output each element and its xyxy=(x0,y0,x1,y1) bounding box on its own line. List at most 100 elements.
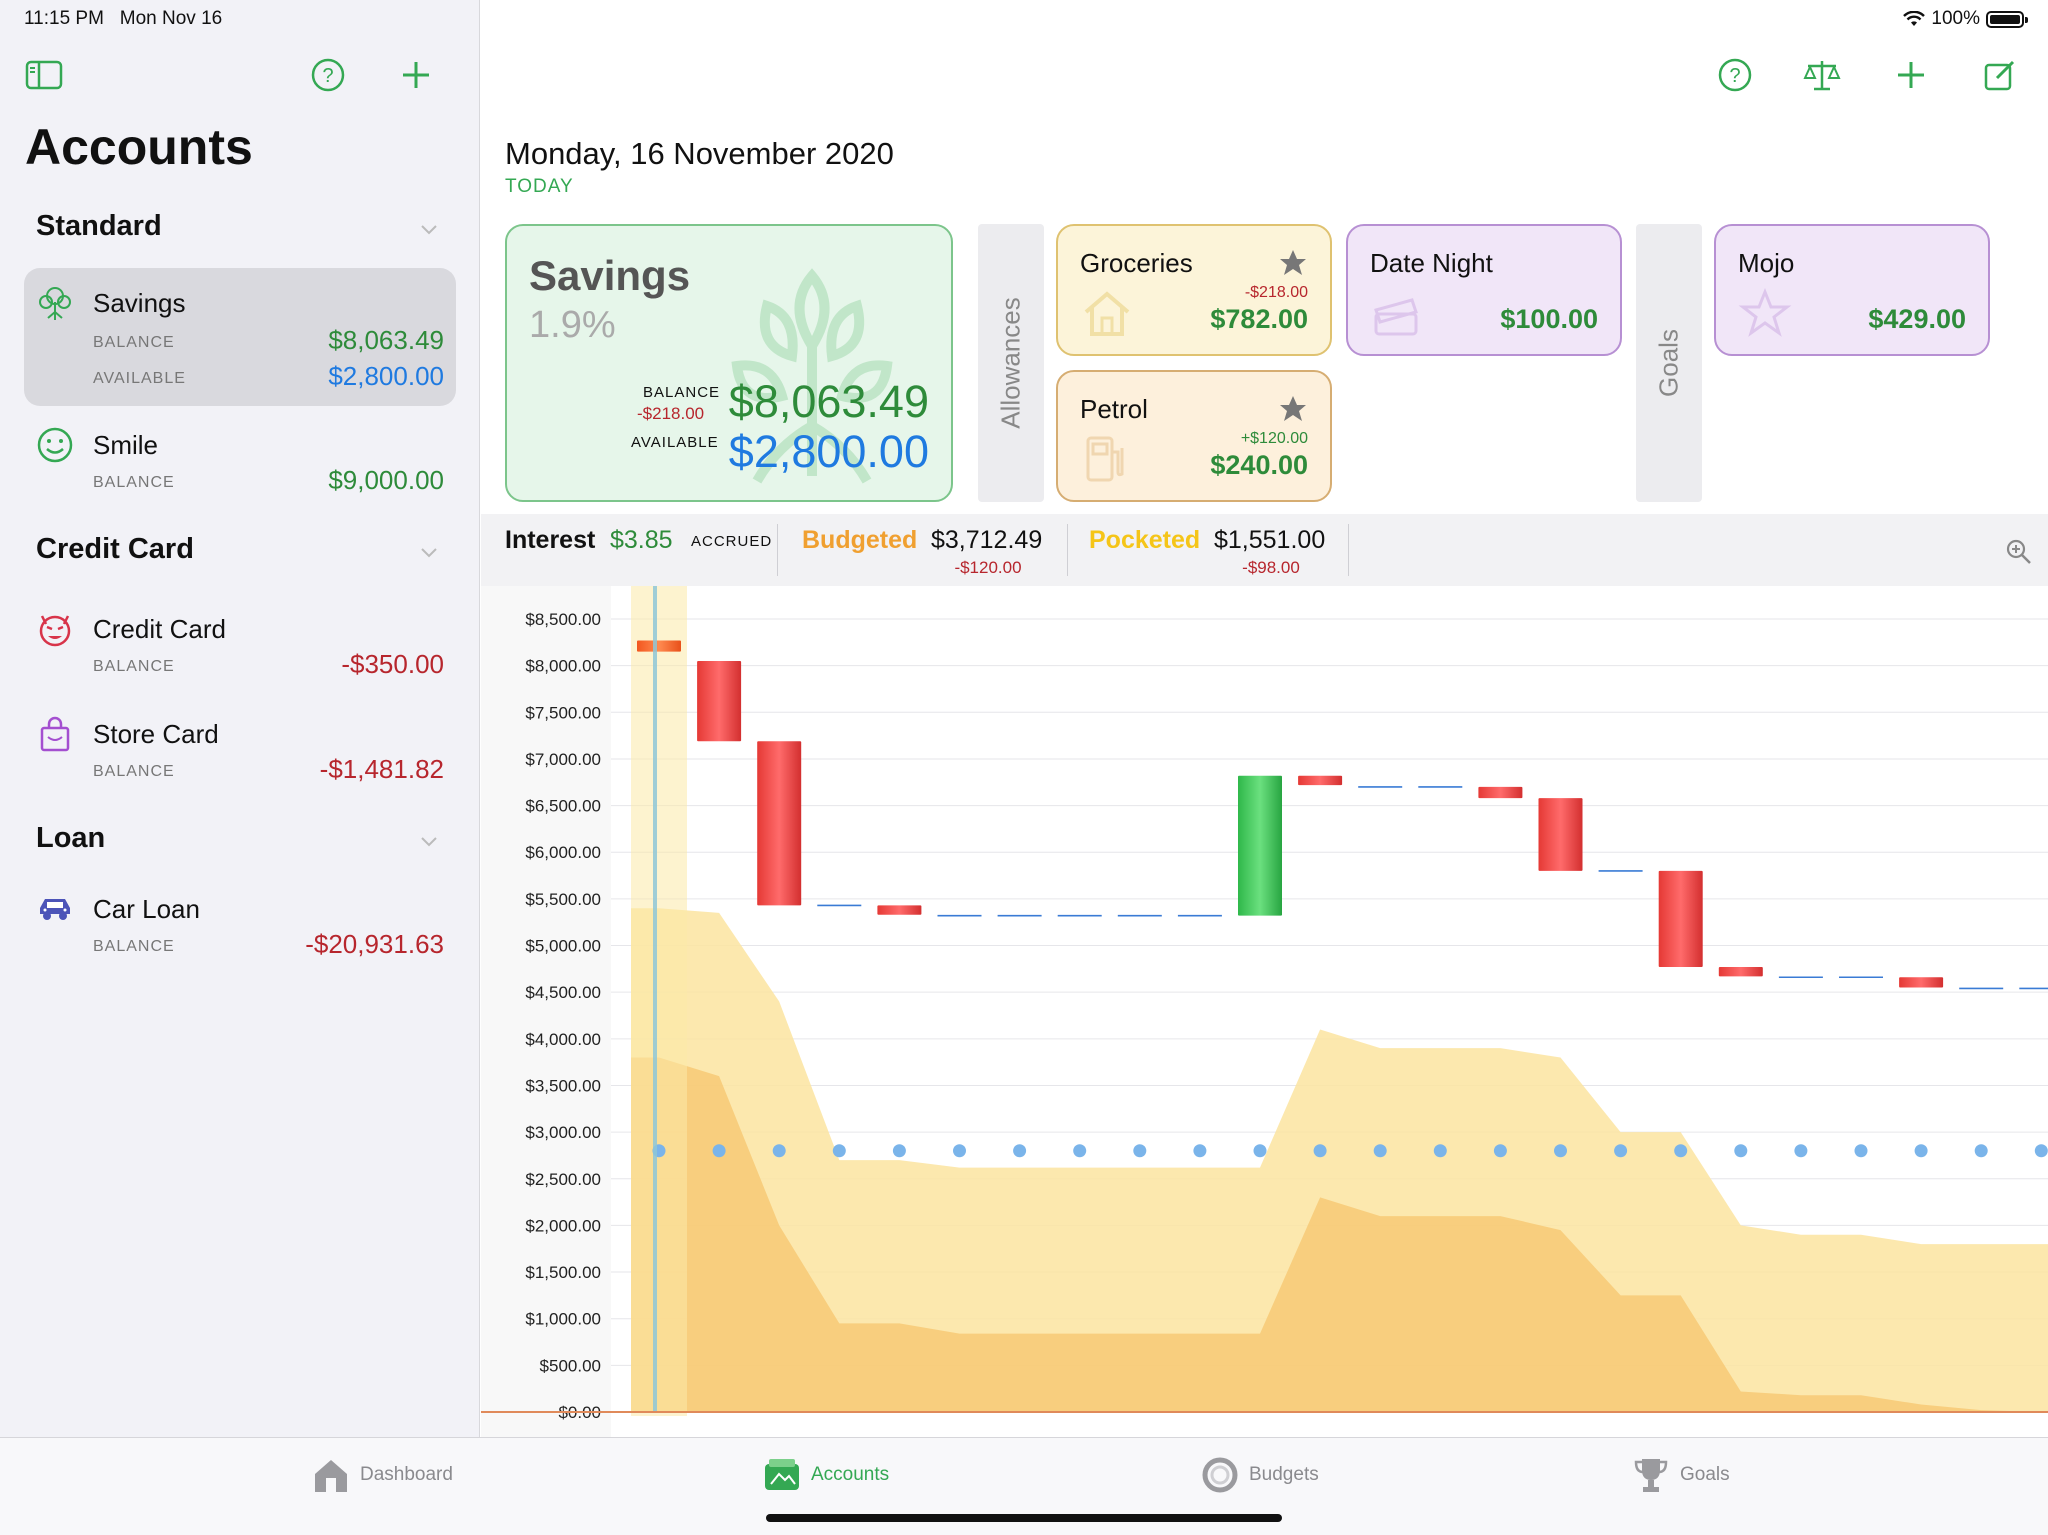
zoom-icon[interactable] xyxy=(2005,538,2033,566)
available-dot xyxy=(1373,1144,1387,1158)
tab-budgets[interactable]: Budgets xyxy=(1201,1456,1319,1494)
available-dot xyxy=(1073,1144,1087,1158)
help-icon: ? xyxy=(311,58,345,92)
available-dot xyxy=(1193,1144,1207,1158)
allowance-card-groceries[interactable]: Groceries -$218.00 $782.00 xyxy=(1056,224,1332,356)
plus-icon xyxy=(1898,62,1924,88)
available-dot xyxy=(1794,1144,1808,1158)
home-indicator xyxy=(766,1514,1282,1522)
available-dot xyxy=(1614,1144,1628,1158)
add-button[interactable] xyxy=(1891,55,1931,95)
account-row-store-card[interactable]: Store Card BALANCE -$1,481.82 xyxy=(24,699,456,799)
compose-button[interactable] xyxy=(1980,55,2020,95)
y-tick-label: $4,000.00 xyxy=(525,1030,601,1049)
card-title: Groceries xyxy=(1080,248,1193,278)
savings-account-card[interactable]: Savings 1.9% BALANCE -$218.00 $8,063.49 … xyxy=(505,224,953,502)
scale-icon xyxy=(1803,61,1841,91)
available-dot xyxy=(1914,1144,1928,1158)
y-tick-label: $6,500.00 xyxy=(525,797,601,816)
account-name: Car Loan xyxy=(93,894,200,924)
star-icon[interactable] xyxy=(1278,394,1308,424)
tree-icon xyxy=(39,287,71,320)
chevron-down-icon[interactable] xyxy=(420,543,438,561)
tab-accounts[interactable]: Accounts xyxy=(763,1456,889,1494)
house-icon xyxy=(1084,291,1130,336)
selected-day-highlight xyxy=(631,586,687,1416)
help-button[interactable]: ? xyxy=(1715,55,1755,95)
balance-label: BALANCE xyxy=(93,474,175,491)
balance-value: -$20,931.63 xyxy=(305,929,444,959)
car-icon xyxy=(40,899,70,920)
section-header-standard[interactable]: Standard xyxy=(36,210,162,242)
waterfall-bar xyxy=(757,741,802,906)
section-header-credit-card[interactable]: Credit Card xyxy=(36,533,194,565)
chevron-down-icon[interactable] xyxy=(420,220,438,238)
house-icon xyxy=(315,1460,347,1492)
allowance-card-date-night[interactable]: Date Night $100.00 xyxy=(1346,224,1622,356)
card-amount: $240.00 xyxy=(1210,450,1308,480)
waterfall-bar xyxy=(1718,966,1763,977)
y-tick-label: $2,500.00 xyxy=(525,1170,601,1189)
ticket-icon xyxy=(1374,298,1418,336)
balance-scale-button[interactable] xyxy=(1802,55,1842,95)
available-dot xyxy=(1974,1144,1988,1158)
y-tick-label: $7,500.00 xyxy=(525,703,601,722)
wallet-icon xyxy=(765,1459,799,1490)
available-dot xyxy=(832,1144,846,1158)
available-dot xyxy=(953,1144,966,1158)
card-change: -$218.00 xyxy=(1244,284,1308,301)
budgeted-value: $3,712.49 xyxy=(931,526,1043,554)
waterfall-bar xyxy=(1899,977,1944,988)
account-row-savings[interactable]: Savings BALANCE $8,063.49 AVAILABLE $2,8… xyxy=(24,268,456,406)
available-dot xyxy=(1493,1144,1507,1158)
chevron-down-icon[interactable] xyxy=(420,832,438,850)
trophy-icon xyxy=(1634,1459,1668,1492)
y-tick-label: $1,000.00 xyxy=(525,1310,601,1329)
section-header-loan[interactable]: Loan xyxy=(36,822,106,854)
svg-text:?: ? xyxy=(1729,65,1740,87)
goal-card-mojo[interactable]: Mojo $429.00 xyxy=(1714,224,1990,356)
available-dot xyxy=(712,1144,726,1158)
waterfall-bar xyxy=(637,640,681,652)
y-tick-label: $5,500.00 xyxy=(525,890,601,909)
status-time: 11:15 PM Mon Nov 16 xyxy=(24,8,223,29)
balance-label: BALANCE xyxy=(93,763,175,780)
account-name: Store Card xyxy=(93,719,219,749)
balance-label: BALANCE xyxy=(93,334,175,351)
smile-icon xyxy=(37,427,73,463)
available-dot xyxy=(1253,1144,1267,1158)
allowances-section-tab[interactable]: Allowances xyxy=(978,224,1044,502)
account-row-car-loan[interactable]: Car Loan BALANCE -$20,931.63 xyxy=(24,874,456,974)
card-change: +$120.00 xyxy=(1240,430,1308,447)
sidebar-toggle-button[interactable] xyxy=(24,55,64,95)
interest-note: ACCRUED xyxy=(691,533,773,550)
budgeted-area xyxy=(631,908,2048,1412)
y-tick-label: $8,500.00 xyxy=(525,610,601,629)
account-name: Savings xyxy=(93,288,186,318)
account-row-credit-card[interactable]: Credit Card BALANCE -$350.00 xyxy=(24,594,456,694)
available-dot xyxy=(1674,1144,1688,1158)
waterfall-bar xyxy=(697,660,742,742)
available-dot xyxy=(892,1144,906,1158)
available-value: $2,800.00 xyxy=(328,361,444,391)
tree-watermark-icon xyxy=(731,268,893,484)
goals-section-tab[interactable]: Goals xyxy=(1636,224,1702,502)
help-icon: ? xyxy=(1718,58,1752,92)
help-button[interactable]: ? xyxy=(308,55,348,95)
y-tick-label: $5,000.00 xyxy=(525,937,601,956)
available-label: AVAILABLE xyxy=(93,370,186,387)
tab-goals[interactable]: Goals xyxy=(1632,1456,1730,1494)
available-dot xyxy=(1433,1144,1447,1158)
plus-icon xyxy=(403,62,429,88)
metrics-bar: Interest $3.85 ACCRUED Budgeted $3,712.4… xyxy=(481,514,2048,586)
allowance-card-petrol[interactable]: Petrol +$120.00 $240.00 xyxy=(1056,370,1332,502)
balance-chart[interactable]: $8,500.00 $8,000.00 $7,500.00 $7,000.00 $6,5… xyxy=(481,586,2048,1437)
star-icon[interactable] xyxy=(1278,248,1308,278)
available-dot xyxy=(1854,1144,1868,1158)
balance-value: -$1,481.82 xyxy=(319,754,444,784)
account-row-smile[interactable]: Smile BALANCE $9,000.00 xyxy=(24,410,456,510)
status-right: 100% xyxy=(1903,8,2028,30)
page-title: Accounts xyxy=(25,119,253,175)
tab-dashboard[interactable]: Dashboard xyxy=(312,1456,453,1494)
add-account-button[interactable] xyxy=(396,55,436,95)
